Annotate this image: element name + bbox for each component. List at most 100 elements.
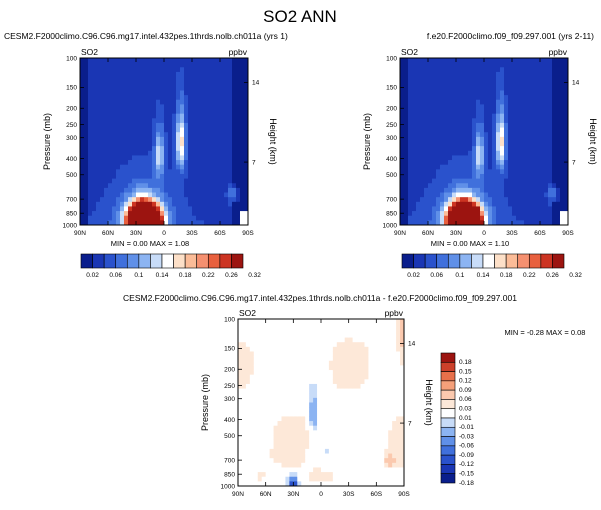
- heatmap-cell: [172, 201, 177, 207]
- heatmap-cell: [448, 187, 453, 193]
- heatmap-cell: [552, 127, 557, 133]
- heatmap-cell: [452, 187, 457, 193]
- heatmap-cell: [328, 416, 334, 422]
- heatmap-cell: [332, 356, 338, 362]
- heatmap-cell: [488, 71, 493, 77]
- heatmap-cell: [232, 118, 237, 124]
- heatmap-cell: [160, 192, 165, 198]
- heatmap-cell: [120, 136, 125, 142]
- heatmap-cell: [313, 342, 318, 348]
- heatmap-cell: [309, 397, 314, 403]
- heatmap-cell: [132, 169, 137, 175]
- heatmap-cell: [277, 356, 282, 362]
- heatmap-cell: [556, 67, 561, 73]
- heatmap-cell: [188, 71, 193, 77]
- heatmap-cell: [96, 136, 101, 142]
- heatmap-cell: [265, 374, 271, 380]
- heatmap-cell: [552, 215, 557, 221]
- heatmap-cell: [313, 481, 318, 487]
- heatmap-cell: [328, 351, 334, 357]
- heatmap-cell: [484, 187, 489, 193]
- heatmap-cell: [332, 476, 338, 482]
- heatmap-cell: [328, 397, 334, 403]
- heatmap-cell: [188, 76, 193, 82]
- heatmap-cell: [552, 164, 557, 170]
- heatmap-cell: [188, 104, 193, 110]
- heatmap-cell: [92, 104, 97, 110]
- heatmap-cell: [96, 58, 101, 64]
- heatmap-cell: [448, 113, 453, 119]
- heatmap-cell: [500, 81, 505, 87]
- heatmap-cell: [160, 160, 165, 166]
- heatmap-cell: [484, 141, 489, 147]
- heatmap-cell: [560, 113, 565, 119]
- heatmap-cell: [476, 132, 481, 138]
- heatmap-cell: [132, 206, 137, 212]
- heatmap-cell: [164, 109, 169, 115]
- heatmap-cell: [216, 192, 221, 198]
- heatmap-cell: [404, 215, 409, 221]
- heatmap-cell: [324, 383, 330, 389]
- heatmap-cell: [281, 407, 286, 413]
- heatmap-cell: [408, 132, 413, 138]
- heatmap-cell: [360, 411, 365, 417]
- heatmap-cell: [172, 136, 177, 142]
- heatmap-cell: [532, 58, 537, 64]
- heatmap-cell: [84, 169, 89, 175]
- heatmap-cell: [364, 462, 369, 468]
- heatmap-cell: [552, 178, 557, 184]
- heatmap-cell: [344, 411, 350, 417]
- heatmap-cell: [192, 201, 197, 207]
- heatmap-cell: [176, 164, 181, 170]
- heatmap-cell: [253, 407, 259, 413]
- heatmap-cell: [241, 453, 247, 459]
- heatmap-cell: [432, 132, 437, 138]
- heatmap-cell: [476, 164, 481, 170]
- heatmap-cell: [128, 150, 133, 156]
- heatmap-cell: [472, 192, 477, 198]
- heatmap-cell: [464, 215, 469, 221]
- heatmap-cell: [116, 187, 121, 193]
- heatmap-cell: [460, 169, 465, 175]
- heatmap-cell: [364, 402, 369, 408]
- heatmap-cell: [488, 206, 493, 212]
- heatmap-cell: [84, 67, 89, 73]
- heatmap-cell: [356, 444, 361, 450]
- heatmap-cell: [285, 337, 290, 343]
- heatmap-cell: [432, 95, 437, 101]
- colorbar-swatch: [219, 253, 232, 269]
- heatmap-cell: [289, 467, 294, 473]
- heatmap-cell: [344, 453, 350, 459]
- heatmap-cell: [200, 81, 205, 87]
- heatmap-cell: [281, 439, 286, 445]
- heatmap-cell: [88, 95, 93, 101]
- heatmap-cell: [492, 155, 497, 161]
- heatmap-cell: [476, 187, 481, 193]
- heatmap-cell: [548, 173, 553, 180]
- colorbar-label: 0.09: [459, 387, 472, 394]
- heatmap-cell: [80, 76, 85, 82]
- heatmap-cell: [332, 360, 338, 366]
- heatmap-cell: [432, 136, 437, 142]
- heatmap-cell: [496, 197, 501, 203]
- heatmap-cell: [249, 365, 255, 371]
- heatmap-cell: [184, 146, 189, 152]
- heatmap-cell: [236, 113, 241, 119]
- heatmap-cell: [436, 169, 441, 175]
- colorbar-swatch: [440, 473, 456, 484]
- heatmap-cell: [400, 356, 405, 362]
- x-tick-label: 60S: [214, 230, 226, 237]
- heatmap-cell: [552, 197, 557, 203]
- heatmap-cell: [156, 160, 161, 166]
- heatmap-cell: [388, 319, 393, 325]
- heatmap-cell: [324, 319, 330, 325]
- heatmap-cell: [504, 201, 509, 207]
- heatmap-cell: [269, 421, 274, 427]
- heatmap-cell: [273, 425, 278, 431]
- stats-line: MIN = 0.00 MAX = 1.10: [431, 239, 509, 248]
- heatmap-cell: [560, 104, 565, 110]
- heatmap-cell: [492, 192, 497, 198]
- heatmap-cell: [212, 99, 217, 105]
- heatmap-cell: [480, 95, 485, 101]
- heatmap-cell: [444, 104, 449, 110]
